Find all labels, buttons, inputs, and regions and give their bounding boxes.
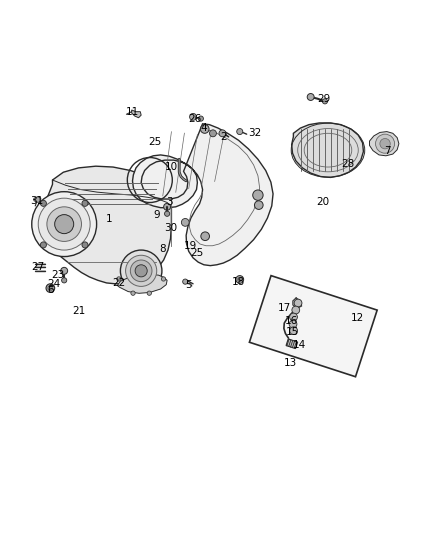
Text: 16: 16 (285, 316, 298, 326)
Polygon shape (34, 197, 41, 203)
Text: 19: 19 (184, 241, 198, 251)
Text: 25: 25 (148, 137, 162, 147)
Text: 12: 12 (351, 313, 364, 324)
Circle shape (48, 286, 53, 290)
Circle shape (290, 313, 297, 321)
Circle shape (46, 284, 55, 293)
Text: 10: 10 (165, 162, 178, 172)
Circle shape (307, 93, 314, 100)
Text: 3: 3 (166, 197, 173, 207)
Circle shape (219, 130, 226, 137)
Circle shape (55, 215, 74, 233)
Text: 27: 27 (32, 262, 45, 271)
Text: 13: 13 (284, 358, 297, 367)
Text: 8: 8 (159, 244, 166, 254)
Circle shape (131, 260, 152, 281)
Circle shape (126, 255, 157, 286)
Circle shape (322, 99, 328, 104)
Text: 15: 15 (286, 327, 299, 337)
Text: 14: 14 (293, 340, 306, 350)
Circle shape (82, 242, 88, 248)
Circle shape (120, 250, 162, 292)
Polygon shape (293, 298, 302, 308)
Text: 26: 26 (189, 115, 202, 125)
Text: 24: 24 (47, 279, 60, 289)
Text: 4: 4 (201, 123, 207, 133)
Circle shape (209, 130, 216, 137)
Polygon shape (292, 123, 364, 177)
Circle shape (47, 207, 81, 241)
Circle shape (380, 139, 390, 149)
Circle shape (289, 320, 297, 328)
Text: 9: 9 (153, 209, 159, 220)
Circle shape (190, 114, 197, 120)
Circle shape (201, 232, 209, 240)
Circle shape (253, 190, 263, 200)
Text: 5: 5 (185, 280, 192, 289)
Polygon shape (249, 276, 377, 377)
Polygon shape (42, 166, 171, 284)
Circle shape (292, 306, 300, 314)
Text: 31: 31 (30, 196, 43, 206)
Polygon shape (117, 274, 167, 293)
Circle shape (117, 277, 121, 281)
Text: 22: 22 (112, 278, 125, 288)
Text: 29: 29 (317, 94, 330, 104)
Circle shape (147, 291, 152, 295)
Text: 11: 11 (126, 107, 139, 117)
Text: 25: 25 (190, 248, 203, 257)
Text: 18: 18 (232, 277, 245, 287)
Text: 17: 17 (278, 303, 291, 312)
Circle shape (164, 204, 170, 211)
Text: 23: 23 (52, 270, 65, 280)
Text: 7: 7 (384, 146, 391, 156)
Polygon shape (133, 124, 273, 265)
Circle shape (135, 265, 147, 277)
Circle shape (40, 242, 46, 248)
Text: 1: 1 (106, 214, 112, 224)
Circle shape (131, 291, 135, 295)
Circle shape (40, 200, 46, 206)
Text: 32: 32 (248, 128, 261, 138)
Circle shape (201, 125, 209, 133)
Text: 21: 21 (72, 305, 85, 316)
Circle shape (32, 192, 97, 256)
Circle shape (165, 211, 170, 216)
Circle shape (254, 201, 263, 209)
Text: 28: 28 (341, 159, 354, 169)
Polygon shape (370, 132, 399, 156)
Circle shape (237, 277, 242, 281)
Circle shape (38, 198, 90, 250)
Text: 6: 6 (47, 285, 54, 295)
Text: 20: 20 (316, 198, 329, 207)
Text: 2: 2 (220, 132, 226, 142)
Circle shape (181, 219, 189, 227)
Polygon shape (132, 110, 141, 118)
Circle shape (290, 327, 297, 335)
Polygon shape (286, 339, 298, 349)
Circle shape (82, 200, 88, 206)
Circle shape (236, 276, 244, 284)
Circle shape (375, 134, 395, 153)
Circle shape (61, 268, 67, 274)
Circle shape (237, 128, 243, 135)
Circle shape (294, 299, 302, 307)
Circle shape (183, 279, 188, 284)
Circle shape (198, 116, 203, 121)
Circle shape (62, 278, 67, 283)
Circle shape (161, 277, 166, 281)
Text: 30: 30 (164, 223, 177, 232)
